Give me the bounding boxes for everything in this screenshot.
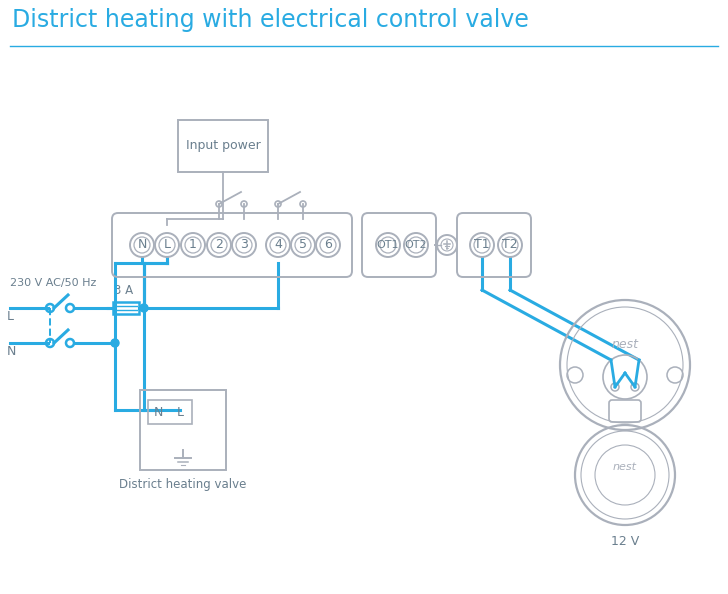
Bar	[148, 400, 192, 424]
Circle shape	[111, 339, 119, 347]
Circle shape	[140, 304, 148, 312]
Text: 3: 3	[240, 239, 248, 251]
Text: 2: 2	[215, 239, 223, 251]
Text: N: N	[138, 239, 146, 251]
Text: OT1: OT1	[377, 240, 399, 250]
Text: N: N	[7, 345, 16, 358]
Text: nest: nest	[613, 462, 637, 472]
Text: T1: T1	[474, 239, 490, 251]
Text: 12 V: 12 V	[611, 535, 639, 548]
Text: nest: nest	[612, 339, 638, 352]
Text: T2: T2	[502, 239, 518, 251]
Text: OT2: OT2	[405, 240, 427, 250]
Bar	[140, 390, 226, 470]
Text: 230 V AC/50 Hz: 230 V AC/50 Hz	[10, 278, 96, 288]
Bar	[178, 120, 268, 172]
Text: 4: 4	[274, 239, 282, 251]
Text: L: L	[164, 239, 170, 251]
Text: District heating with electrical control valve: District heating with electrical control…	[12, 8, 529, 32]
Text: L: L	[176, 406, 183, 419]
Text: Input power: Input power	[186, 140, 261, 153]
Bar	[113, 302, 139, 314]
Text: N: N	[154, 406, 162, 419]
Text: 1: 1	[189, 239, 197, 251]
Text: 6: 6	[324, 239, 332, 251]
Text: 3 A: 3 A	[114, 284, 133, 297]
Text: L: L	[7, 310, 14, 323]
Text: District heating valve: District heating valve	[119, 478, 247, 491]
Text: 5: 5	[299, 239, 307, 251]
